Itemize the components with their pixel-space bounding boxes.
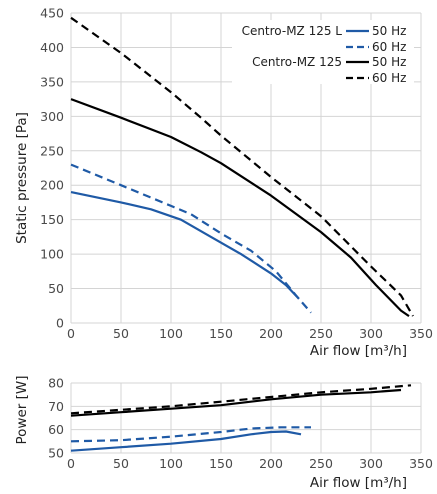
legend: Centro-MZ 125 L 50 Hz 60 Hz Centro-MZ 12… [232, 20, 414, 85]
legend-group-label: Centro-MZ 125 [252, 55, 342, 69]
pressure-x-tick-label: 150 [209, 326, 233, 341]
power-chart-xlabel: Air flow [m³/h] [310, 475, 407, 491]
pressure-y-tick-label: 0 [56, 316, 64, 331]
power-chart-ylabel: Power [W] [14, 376, 30, 445]
tick-labels: 0 50 100 150 200 250 300 3500501001502002503003… [40, 6, 433, 472]
power-y-tick-label: 80 [48, 376, 64, 391]
pressure-y-tick-label: 200 [40, 178, 64, 193]
power-chart-series [70, 384, 412, 452]
pressure-chart-ylabel: Static pressure [Pa] [14, 112, 30, 244]
legend-entry-label: 50 Hz [372, 24, 406, 38]
legend-entry-label: 60 Hz [372, 40, 406, 54]
legend-entry-label: 60 Hz [372, 71, 406, 85]
pressure-x-tick-label: 50 [113, 326, 129, 341]
legend-group-label: Centro-MZ 125 L [242, 24, 343, 38]
power-x-tick-label: 200 [259, 456, 283, 471]
power-x-tick-label: 50 [113, 456, 129, 471]
legend-entry-label: 50 Hz [372, 55, 406, 69]
power-x-tick-label: 150 [209, 456, 233, 471]
pressure-series-line [70, 98, 410, 318]
pressure-x-tick-label: 100 [159, 326, 183, 341]
pressure-x-tick-label: 250 [309, 326, 333, 341]
pressure-series-line [70, 16, 414, 317]
power-x-tick-label: 250 [309, 456, 333, 471]
power-chart-grid [70, 382, 422, 454]
pressure-y-tick-label: 250 [40, 143, 64, 158]
legend-background [232, 20, 414, 84]
pressure-series-line [70, 163, 312, 314]
pressure-y-tick-label: 300 [40, 109, 64, 124]
pressure-chart-series [70, 16, 414, 318]
pressure-chart-xlabel: Air flow [m³/h] [310, 343, 407, 359]
power-y-tick-label: 70 [48, 399, 64, 414]
power-y-tick-label: 50 [48, 446, 64, 461]
power-y-tick-label: 60 [48, 422, 64, 437]
power-x-tick-label: 0 [67, 456, 75, 471]
power-x-tick-label: 100 [159, 456, 183, 471]
pressure-y-tick-label: 450 [40, 6, 64, 21]
power-x-tick-label: 350 [409, 456, 433, 471]
pressure-series-line [70, 191, 300, 300]
pressure-y-tick-label: 50 [48, 281, 64, 296]
pressure-y-tick-label: 400 [40, 40, 64, 55]
pressure-y-tick-label: 150 [40, 212, 64, 227]
power-series-line [70, 384, 412, 415]
pressure-x-tick-label: 0 [67, 326, 75, 341]
pressure-x-tick-label: 350 [409, 326, 433, 341]
pressure-x-tick-label: 300 [359, 326, 383, 341]
power-x-tick-label: 300 [359, 456, 383, 471]
power-series-line [70, 388, 402, 417]
power-series-line [70, 426, 311, 443]
pressure-y-tick-label: 350 [40, 74, 64, 89]
pressure-y-tick-label: 100 [40, 247, 64, 262]
power-series-line [70, 430, 302, 452]
pressure-x-tick-label: 200 [259, 326, 283, 341]
